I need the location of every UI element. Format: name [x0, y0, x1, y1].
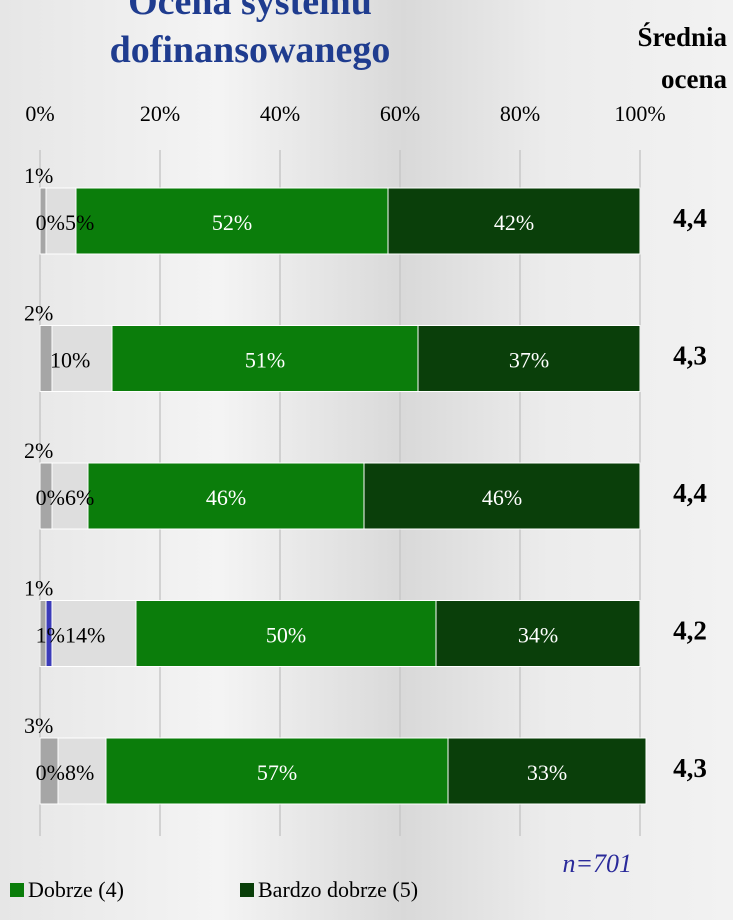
- data-label: 42%: [494, 210, 534, 235]
- data-label: 1%: [36, 623, 65, 648]
- data-label: 37%: [509, 348, 549, 373]
- average-header: Średnia ocena: [637, 22, 727, 94]
- data-label: 50%: [266, 623, 306, 648]
- bar-segment: [363, 462, 641, 530]
- data-label: 52%: [212, 210, 252, 235]
- x-tick-label: 60%: [380, 101, 420, 126]
- bar-segment: [387, 187, 641, 255]
- data-label: 51%: [245, 348, 285, 373]
- data-label: 14%: [65, 623, 105, 648]
- bar-segment: [417, 325, 641, 392]
- bar-segment: [105, 737, 449, 805]
- data-label: 6%: [65, 485, 94, 510]
- data-label: 46%: [206, 485, 246, 510]
- data-label: 46%: [482, 485, 522, 510]
- bar-segment: [435, 600, 641, 667]
- x-tick-label: 100%: [614, 101, 665, 126]
- legend-swatch: [240, 883, 254, 897]
- data-label: 5%: [65, 210, 94, 235]
- data-label: 33%: [527, 760, 567, 785]
- data-label: 1%: [24, 576, 53, 601]
- note: n=701: [562, 849, 632, 878]
- x-tick-label: 80%: [500, 101, 540, 126]
- bar-segment: [57, 737, 107, 805]
- data-label: 0%: [36, 210, 65, 235]
- data-label: 3%: [24, 713, 53, 738]
- average-value: 4,2: [673, 616, 707, 646]
- data-label: 2%: [24, 438, 53, 463]
- legend-label: Dobrze (4): [28, 877, 124, 902]
- data-label: 8%: [65, 760, 94, 785]
- bar-segment: [111, 325, 419, 392]
- average-value: 4,3: [673, 753, 707, 783]
- chart-title: Ocena systemu dofinansowanego: [109, 0, 391, 71]
- x-tick-label: 20%: [140, 101, 180, 126]
- data-label: 0%: [36, 485, 65, 510]
- data-label: 10%: [50, 348, 90, 373]
- x-tick-label: 40%: [260, 101, 300, 126]
- data-label: 1%: [24, 163, 53, 188]
- data-label: 34%: [518, 623, 558, 648]
- data-label: 57%: [257, 760, 297, 785]
- bar-segment: [75, 187, 389, 255]
- data-label: 2%: [24, 301, 53, 326]
- legend-label: Bardzo dobrze (5): [258, 877, 418, 902]
- bar-segment: [447, 737, 647, 805]
- data-label: 0%: [36, 760, 65, 785]
- x-tick-label: 0%: [25, 101, 54, 126]
- average-value: 4,4: [673, 478, 707, 508]
- average-value: 4,3: [673, 341, 707, 371]
- legend-swatch: [10, 883, 24, 897]
- average-value: 4,4: [673, 203, 707, 233]
- bar-segment: [51, 462, 89, 530]
- bar-segment: [87, 462, 365, 530]
